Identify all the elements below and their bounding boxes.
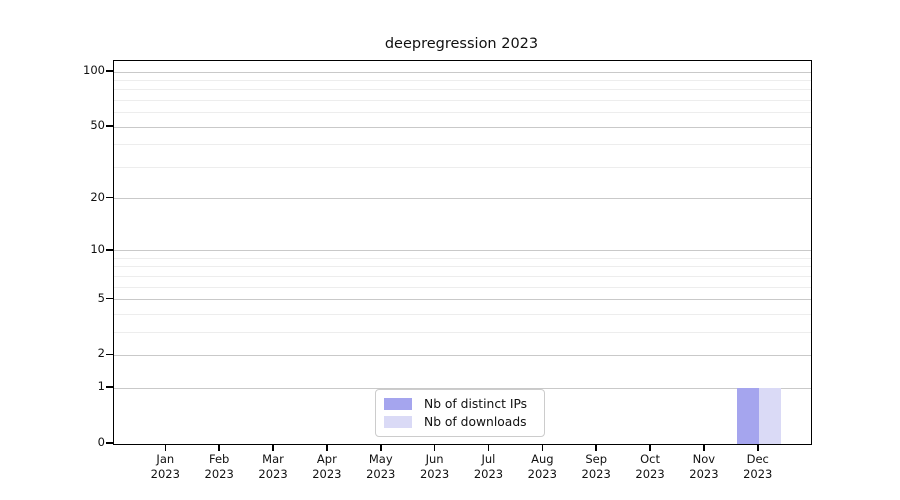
y-tick-label: 10 (90, 241, 105, 256)
legend: Nb of distinct IPs Nb of downloads (375, 389, 545, 437)
y-tick-mark (106, 297, 113, 300)
x-tick-mark (272, 444, 274, 451)
legend-label: Nb of distinct IPs (424, 397, 528, 411)
x-tick-mark (379, 444, 382, 451)
x-tick-label: Aug 2023 (527, 452, 557, 481)
minor-gridline (114, 144, 811, 146)
major-gridline (114, 250, 811, 252)
y-tick-mark (106, 386, 113, 388)
y-tick-label: 0 (97, 435, 105, 449)
y-tick-mark (106, 70, 113, 72)
x-tick-mark (164, 444, 167, 451)
minor-gridline (114, 275, 811, 277)
y-tick-label: 2 (97, 346, 105, 361)
major-gridline (114, 354, 811, 356)
legend-entry: Nb of downloads (384, 415, 536, 429)
x-tick-mark (218, 444, 220, 451)
y-tick-mark (106, 125, 113, 127)
legend-swatch-downloads (384, 416, 412, 428)
x-tick-mark (541, 444, 544, 451)
y-tick-label: 5 (97, 290, 105, 305)
minor-gridline (114, 112, 811, 114)
legend-label: Nb of downloads (424, 415, 527, 429)
x-tick-mark (703, 444, 705, 451)
x-tick-mark (756, 444, 759, 451)
chart-title: deepregression 2023 (384, 36, 539, 52)
x-tick-label: Nov 2023 (689, 452, 719, 481)
y-tick-label: 1 (97, 379, 105, 394)
x-tick-label: Jul 2023 (473, 452, 504, 481)
y-tick-mark (106, 196, 113, 199)
minor-gridline (114, 79, 811, 81)
minor-gridline (114, 89, 811, 91)
x-tick-label: Dec 2023 (743, 452, 773, 481)
bar-downloads (758, 388, 781, 444)
major-gridline (114, 126, 811, 128)
y-tick-label: 100 (83, 63, 105, 77)
x-tick-label: Jan 2023 (150, 452, 180, 481)
major-gridline (114, 198, 811, 200)
x-tick-label: May 2023 (366, 452, 396, 481)
y-tick-mark (106, 248, 113, 251)
minor-gridline (114, 286, 811, 288)
bar-distinct-ips (736, 388, 759, 444)
minor-gridline (114, 331, 811, 333)
major-gridline (114, 299, 811, 301)
x-tick-mark (649, 444, 651, 451)
x-tick-mark (595, 444, 597, 451)
minor-gridline (114, 266, 811, 268)
minor-gridline (114, 257, 811, 259)
y-tick-mark (106, 353, 113, 356)
x-tick-mark (487, 444, 490, 451)
y-tick-label: 50 (90, 118, 105, 133)
legend-entry: Nb of distinct IPs (384, 397, 536, 411)
x-tick-mark (326, 444, 328, 451)
minor-gridline (114, 166, 811, 168)
x-tick-label: Oct 2023 (635, 452, 665, 481)
plot-area (113, 60, 812, 445)
y-tick-label: 20 (90, 189, 105, 204)
x-tick-label: Feb 2023 (204, 452, 234, 481)
x-tick-label: Jun 2023 (419, 452, 450, 481)
major-gridline (114, 387, 811, 389)
x-tick-label: Sep 2023 (581, 452, 611, 481)
x-tick-mark (433, 444, 436, 451)
x-tick-label: Mar 2023 (258, 452, 288, 481)
major-gridline (114, 71, 811, 73)
minor-gridline (114, 313, 811, 315)
y-tick-mark (106, 442, 113, 444)
legend-swatch-distinct-ips (384, 398, 412, 410)
x-tick-label: Apr 2023 (312, 452, 342, 481)
minor-gridline (114, 99, 811, 101)
